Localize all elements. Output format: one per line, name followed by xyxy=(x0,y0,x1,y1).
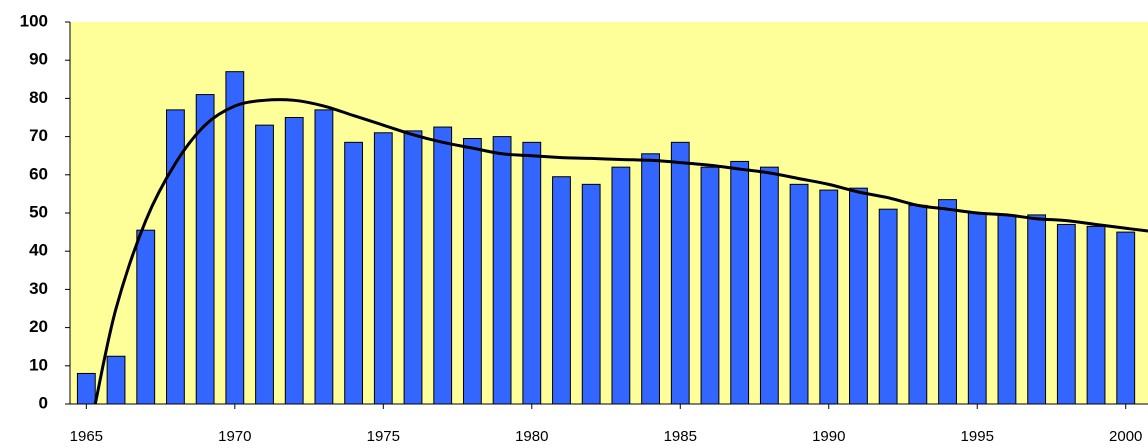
y-tick-label: 0 xyxy=(39,393,48,412)
bar xyxy=(403,130,423,405)
bar xyxy=(284,117,304,405)
x-tick-label: 1985 xyxy=(664,428,697,445)
bar xyxy=(670,141,690,405)
bar xyxy=(938,199,957,405)
bar xyxy=(314,109,334,405)
y-tick-label: 20 xyxy=(29,317,48,336)
bar xyxy=(106,355,126,405)
bar xyxy=(1056,223,1076,405)
bar xyxy=(1027,214,1047,405)
bar xyxy=(878,208,898,405)
bar xyxy=(849,187,868,405)
bar xyxy=(1116,231,1136,405)
y-tick-label: 50 xyxy=(29,202,48,221)
bar xyxy=(759,166,779,405)
bar xyxy=(136,229,156,405)
y-tick-label: 60 xyxy=(29,164,48,183)
x-tick-label: 1965 xyxy=(70,428,103,445)
y-tick-label: 30 xyxy=(29,279,48,298)
bar xyxy=(373,132,393,405)
x-tick-label: 1980 xyxy=(515,428,548,445)
bar xyxy=(611,166,631,405)
bar xyxy=(1086,225,1106,405)
bar xyxy=(997,214,1017,405)
bar xyxy=(730,160,750,405)
bar xyxy=(433,126,453,405)
bar xyxy=(967,212,987,405)
bar xyxy=(462,138,482,405)
bar xyxy=(195,94,215,405)
bar xyxy=(819,189,839,405)
bar xyxy=(581,183,601,405)
y-tick-label: 40 xyxy=(29,241,48,260)
bar xyxy=(908,204,928,405)
y-tick-label: 70 xyxy=(29,126,48,145)
bar xyxy=(789,183,809,405)
bar xyxy=(76,372,96,405)
y-tick-label: 80 xyxy=(29,88,48,107)
bar xyxy=(522,141,542,405)
bar xyxy=(225,71,245,405)
y-tick-label: 100 xyxy=(20,11,48,30)
bar xyxy=(700,166,720,405)
bar xyxy=(641,153,660,405)
bar xyxy=(255,124,274,405)
x-tick-label: 1970 xyxy=(218,428,251,445)
y-tick-label: 10 xyxy=(29,355,48,374)
bar xyxy=(552,176,571,405)
x-tick-label: 2000 xyxy=(1109,428,1142,445)
x-tick-label: 1975 xyxy=(367,428,400,445)
trend-line xyxy=(93,98,1148,405)
bar xyxy=(492,136,512,405)
x-tick-label: 1990 xyxy=(812,428,845,445)
y-tick-label: 90 xyxy=(29,50,48,69)
x-tick-label: 1995 xyxy=(961,428,994,445)
bar xyxy=(344,141,364,405)
